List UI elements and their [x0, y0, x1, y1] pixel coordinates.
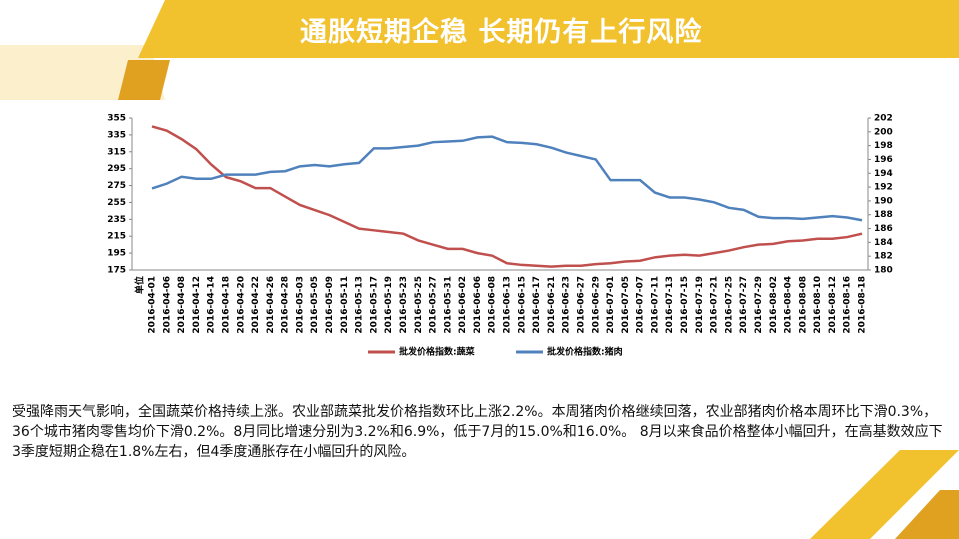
data-line	[151, 135, 863, 222]
x-tick-label: 2016-04-26	[266, 276, 276, 334]
y-tick-label: 315	[107, 147, 126, 157]
x-tick-label: 2016-05-05	[310, 276, 320, 334]
x-tick-label: 2016-04-08	[177, 276, 187, 334]
x-tick-label: 2016-07-01	[606, 276, 616, 334]
x-tick-label: 2016-04-28	[281, 276, 291, 334]
x-tick-label: 2016-07-21	[710, 276, 720, 334]
y2-tick-label: 198	[874, 141, 893, 151]
x-tick-label: 2016-07-15	[680, 276, 690, 334]
y-tick-label: 335	[107, 130, 126, 140]
x-tick-label: 2016-07-29	[754, 276, 764, 334]
x-label: 单位	[134, 276, 146, 294]
x-tick-label: 2016-08-16	[843, 276, 853, 334]
y-tick-label: 355	[107, 114, 126, 124]
x-tick-label: 2016-08-18	[858, 276, 868, 334]
body-text: 受强降雨天气影响，全国蔬菜价格持续上涨。农业部蔬菜批发价格指数环比上涨2.2%。…	[12, 404, 943, 460]
x-tick-label: 2016-08-08	[798, 276, 808, 334]
x-tick-label: 2016-06-08	[488, 276, 498, 334]
x-tick-label: 2016-04-12	[192, 276, 202, 334]
y2-tick-label: 184	[874, 238, 893, 248]
x-tick-label: 2016-07-07	[636, 276, 646, 334]
x-tick-label: 2016-07-05	[621, 276, 631, 334]
y-tick-label: 275	[107, 181, 126, 191]
y2-tick-label: 186	[874, 224, 893, 234]
x-tick-label: 2016-07-27	[739, 276, 749, 334]
y-tick-label: 215	[107, 232, 126, 242]
x-tick-label: 2016-05-31	[443, 276, 453, 334]
x-tick-label: 2016-06-02	[458, 276, 468, 334]
x-tick-label: 2016-07-11	[650, 276, 660, 334]
y-tick-label: 235	[107, 215, 126, 225]
y2-tick-label: 202	[874, 114, 893, 124]
decor	[118, 60, 170, 100]
decor	[810, 450, 959, 539]
title-band	[138, 0, 959, 58]
x-tick-label: 2016-06-21	[547, 276, 557, 334]
x-tick-label: 2016-08-10	[813, 276, 823, 334]
x-tick-label: 2016-05-17	[369, 276, 379, 334]
title: 通胀短期企稳 长期仍有上行风险	[300, 17, 703, 48]
legend-label: 批发价格指数:猪肉	[547, 346, 623, 358]
y-tick-label: 195	[107, 249, 126, 259]
x-tick-label: 2016-04-01	[148, 276, 158, 334]
x-tick-label: 2016-07-19	[695, 276, 705, 334]
x-tick-label: 2016-06-29	[591, 276, 601, 334]
x-tick-label: 2016-06-06	[473, 276, 483, 334]
y2-tick-label: 194	[874, 169, 893, 179]
y-tick-label: 175	[107, 266, 126, 276]
x-tick-label: 2016-07-13	[665, 276, 675, 334]
y2-tick-label: 180	[874, 266, 893, 276]
x-tick-label: 2016-08-02	[769, 276, 779, 334]
x-tick-label: 2016-06-15	[517, 276, 527, 334]
x-tick-label: 2016-04-20	[236, 276, 246, 334]
y2-tick-label: 192	[874, 183, 893, 193]
x-tick-label: 2016-05-09	[325, 276, 335, 334]
decor	[895, 490, 959, 539]
y2-tick-label: 188	[874, 210, 893, 220]
x-tick-label: 2016-04-06	[162, 276, 172, 334]
y2-tick-label: 200	[874, 127, 893, 137]
x-tick-label: 2016-06-27	[576, 276, 586, 334]
x-tick-label: 2016-08-12	[828, 276, 838, 334]
legend-label: 批发价格指数:蔬菜	[399, 346, 476, 358]
x-tick-label: 2016-05-19	[384, 276, 394, 334]
y2-tick-label: 196	[874, 155, 893, 165]
x-tick-label: 2016-06-23	[562, 276, 572, 334]
x-tick-label: 2016-05-11	[340, 276, 350, 334]
x-tick-label: 2016-05-27	[429, 276, 439, 334]
data-line	[151, 125, 863, 268]
x-tick-label: 2016-05-13	[355, 276, 365, 334]
x-tick-label: 2016-04-18	[221, 276, 231, 334]
y2-tick-label: 182	[874, 252, 893, 262]
x-tick-label: 2016-05-03	[295, 276, 305, 334]
y-tick-label: 295	[107, 164, 126, 174]
x-tick-label: 2016-07-25	[724, 276, 734, 334]
x-tick-label: 2016-05-23	[399, 276, 409, 334]
x-tick-label: 2016-08-04	[784, 276, 794, 334]
y-tick-label: 255	[107, 198, 126, 208]
x-tick-label: 2016-04-22	[251, 276, 261, 334]
y2-tick-label: 190	[874, 196, 893, 206]
x-tick-label: 2016-05-25	[414, 276, 424, 334]
x-tick-label: 2016-06-13	[503, 276, 513, 334]
x-tick-label: 2016-06-17	[532, 276, 542, 334]
x-tick-label: 2016-04-14	[207, 276, 217, 334]
